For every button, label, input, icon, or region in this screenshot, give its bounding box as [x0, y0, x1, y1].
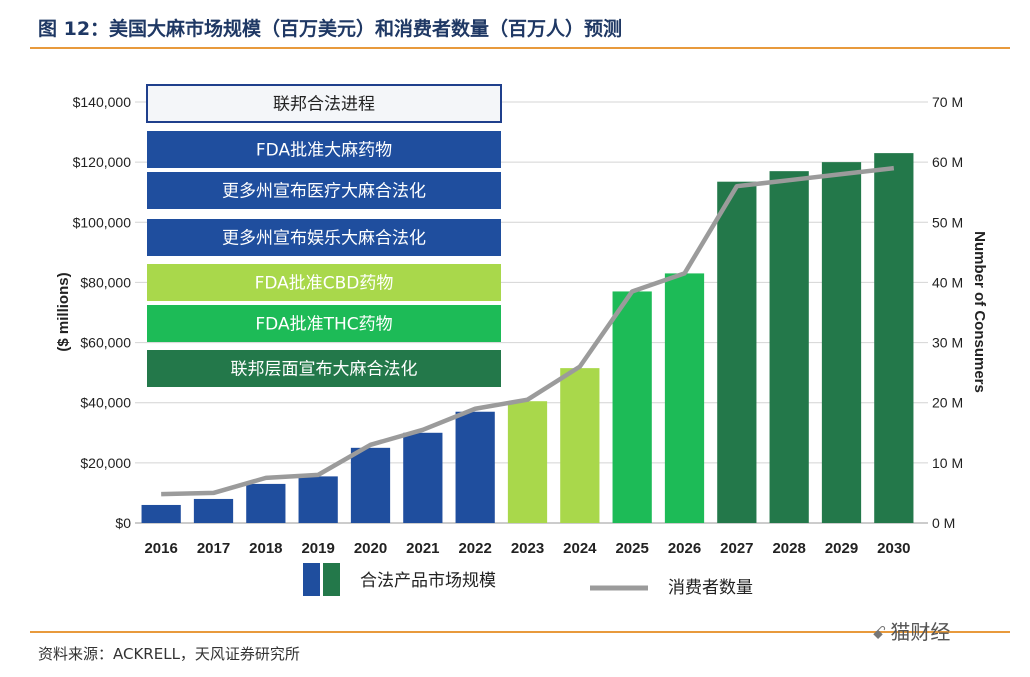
x-tick-label: 2028: [772, 540, 805, 557]
x-tick-label: 2029: [825, 540, 858, 557]
bars: [141, 153, 914, 524]
bar-2017: [193, 498, 234, 523]
y-axis-right: 0 M 10 M 20 M 30 M 40 M 50 M 60 M 70 M: [932, 94, 963, 531]
annotation-label: 更多州宣布医疗大麻合法化: [222, 182, 426, 202]
figure-title: 图 12：美国大麻市场规模（百万美元）和消费者数量（百万人）预测: [38, 18, 623, 40]
annotation-box: [147, 350, 501, 387]
y2-tick-label: 60 M: [932, 154, 963, 170]
legend-swatch-blue: [303, 563, 320, 596]
x-tick-label: 2021: [406, 540, 439, 557]
annotation-box: [147, 131, 501, 168]
y-axis-label: ($ millions): [55, 272, 72, 351]
annotation-box: [146, 84, 502, 123]
annotation-box: [147, 172, 501, 209]
legend: 合法产品市场规模 消费者数量: [303, 563, 753, 598]
y2-tick-label: 40 M: [932, 274, 963, 290]
x-tick-label: 2024: [563, 540, 597, 557]
watermark: ꗃ 猫财经: [872, 616, 950, 645]
bar-2030: [874, 153, 914, 523]
annotation-label: FDA批准大麻药物: [256, 141, 392, 161]
bar-2022: [455, 411, 495, 523]
annotation-label: 联邦合法进程: [273, 95, 375, 115]
y2-tick-label: 10 M: [932, 455, 963, 471]
watermark-text: 猫财经: [890, 620, 951, 644]
y-tick-label: $20,000: [80, 455, 131, 471]
annotation-label: FDA批准THC药物: [255, 315, 392, 335]
x-tick-label: 2016: [144, 540, 177, 557]
y2-tick-label: 50 M: [932, 214, 963, 230]
legend-label-consumers: 消费者数量: [668, 578, 753, 598]
y2-tick-label: 0 M: [932, 515, 955, 531]
y2-axis-label: Number of Consumers: [971, 231, 988, 393]
bar-2024: [560, 368, 600, 523]
y-tick-label: $140,000: [73, 94, 132, 110]
bar-2029: [821, 162, 862, 523]
chart: $0 $20,000 $40,000 $60,000 $80,000 $100,000 $1…: [55, 84, 988, 598]
annotation-box: [147, 264, 501, 301]
x-tick-label: 2023: [511, 540, 544, 557]
annotation-box: [147, 305, 501, 342]
title-divider: [30, 47, 1010, 49]
y-tick-label: $0: [115, 515, 131, 531]
y-tick-label: $60,000: [80, 335, 131, 351]
x-tick-label: 2019: [301, 540, 334, 557]
annotation-label: 联邦层面宣布大麻合法化: [231, 360, 418, 380]
bar-2021: [403, 432, 443, 523]
bar-2018: [246, 483, 286, 523]
bar-2016: [141, 504, 181, 523]
source-note: 资料来源：ACKRELL，天风证券研究所: [38, 645, 300, 663]
wechat-icon: ꗃ: [872, 623, 887, 644]
annotation-box: [147, 219, 501, 256]
legend-label-market: 合法产品市场规模: [360, 571, 496, 591]
bar-2025: [612, 291, 652, 523]
x-tick-label: 2022: [458, 540, 491, 557]
annotation-label: 更多州宣布娱乐大麻合法化: [222, 229, 426, 249]
bar-2023: [507, 401, 548, 523]
bar-2027: [717, 181, 757, 524]
x-axis: 2016 2017 2018 2019 2020 2021 2022 2023 2024 2025…: [144, 540, 910, 557]
x-tick-label: 2027: [720, 540, 753, 557]
bar-2026: [664, 273, 705, 523]
x-tick-label: 2026: [668, 540, 701, 557]
footer-divider: [30, 631, 1010, 633]
consumer-line: [161, 165, 895, 497]
bar-2020: [350, 447, 391, 523]
annotation-label: FDA批准CBD药物: [255, 274, 394, 294]
x-tick-label: 2030: [877, 540, 910, 557]
y-tick-label: $120,000: [73, 154, 132, 170]
y-tick-label: $40,000: [80, 395, 131, 411]
y-axis-left: $0 $20,000 $40,000 $60,000 $80,000 $100,000 $1…: [73, 94, 132, 531]
legend-swatch-green: [323, 563, 340, 596]
y2-tick-label: 70 M: [932, 94, 963, 110]
x-tick-label: 2025: [615, 540, 648, 557]
y-tick-label: $80,000: [80, 274, 131, 290]
bar-2019: [298, 476, 338, 523]
y2-tick-label: 20 M: [932, 395, 963, 411]
x-tick-label: 2017: [197, 540, 230, 557]
x-tick-label: 2020: [354, 540, 387, 557]
y2-tick-label: 30 M: [932, 335, 963, 351]
x-tick-label: 2018: [249, 540, 282, 557]
y-tick-label: $100,000: [73, 214, 132, 230]
bar-2028: [769, 171, 809, 523]
